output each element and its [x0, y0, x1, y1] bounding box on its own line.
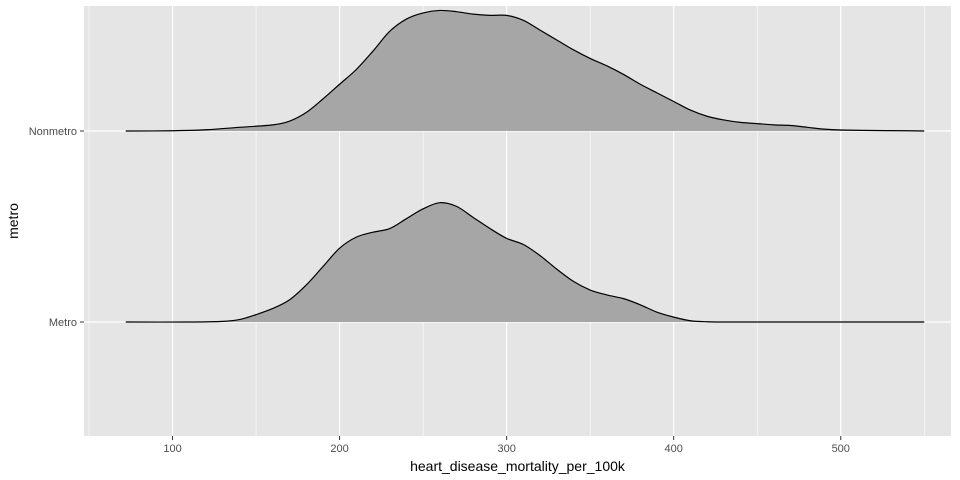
y-axis-title: metro: [5, 203, 21, 239]
x-tick-label: 400: [665, 443, 683, 455]
x-axis-title: heart_disease_mortality_per_100k: [410, 458, 626, 474]
density-line-nonmetro: [125, 9, 925, 132]
density-line-metro: [125, 202, 925, 323]
y-tick-label: Nonmetro: [29, 126, 77, 138]
density-area-metro: [125, 202, 925, 323]
ridge-nonmetro: [125, 9, 925, 132]
x-tick-label: 300: [497, 443, 515, 455]
x-tick-label: 200: [330, 443, 348, 455]
y-tick-label: Metro: [49, 317, 77, 329]
density-area-nonmetro: [125, 10, 925, 131]
x-axis: 100 200 300 400 500: [163, 436, 850, 455]
ridge-metro: [125, 202, 925, 323]
y-axis: Metro Nonmetro: [29, 126, 84, 329]
x-tick-label: 100: [163, 443, 181, 455]
density-ridges: [125, 9, 925, 323]
x-tick-label: 500: [832, 443, 850, 455]
